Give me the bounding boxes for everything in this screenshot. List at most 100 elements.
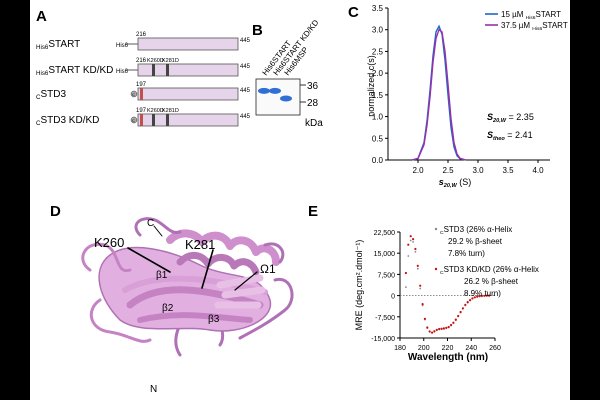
domain-bar bbox=[137, 87, 239, 101]
legend-entry-1-line1: CSTD3 KD/KD (26% α-Helix bbox=[440, 265, 539, 276]
x-tick-label: 220 bbox=[442, 345, 454, 352]
data-point bbox=[404, 271, 407, 275]
x-axis-label: Wavelength (nm) bbox=[408, 352, 488, 363]
annotation-stheo: Stheo = 2.41 bbox=[487, 130, 533, 142]
legend-marker-1 bbox=[434, 267, 438, 271]
legend-entry-0-line2: 29.2 % β-sheet bbox=[448, 237, 503, 246]
c-tag-label-2: C bbox=[132, 92, 135, 97]
data-point bbox=[442, 327, 445, 330]
c-tag-marker bbox=[130, 90, 138, 98]
y-tick-label: 15,000 bbox=[374, 251, 396, 258]
label-beta3: β3 bbox=[208, 314, 220, 325]
data-point bbox=[452, 321, 455, 324]
data-point bbox=[419, 284, 422, 287]
row-label-0: His6START bbox=[36, 39, 80, 51]
data-point bbox=[445, 326, 448, 329]
data-point bbox=[438, 327, 441, 331]
data-point bbox=[478, 295, 481, 298]
label-beta2: β2 bbox=[162, 303, 174, 314]
figure: A B C D E His6START His6 216 445 His6START K… bbox=[30, 0, 570, 400]
legend-entry-0-line3: 7.8% turn) bbox=[448, 249, 485, 258]
his-tag-label-0: His6 bbox=[116, 43, 129, 49]
domain-bar bbox=[137, 37, 239, 51]
label-k260: K260 bbox=[94, 235, 124, 250]
panel-d-structure: C N K260 K281 β1 β2 β3 Ω1 bbox=[81, 217, 294, 395]
c-tag-label-3: C bbox=[132, 118, 135, 123]
mutation-label-2-3: K281D bbox=[162, 108, 179, 114]
panel-label-c: C bbox=[348, 4, 359, 21]
data-point bbox=[428, 330, 431, 333]
gel-image bbox=[255, 78, 301, 116]
panel-c-chart: 0.0 0.5 1.0 1.5 2.0 2.5 3.0 3.5 2.0 2.5 3.0 3.5 4.0 n… bbox=[366, 4, 568, 189]
data-point bbox=[473, 296, 476, 299]
domain-bar bbox=[137, 63, 239, 77]
panel-label-b: B bbox=[252, 22, 263, 39]
data-point bbox=[447, 325, 450, 329]
gel-band-1 bbox=[269, 87, 281, 94]
x-tick-label: 180 bbox=[394, 345, 406, 352]
panel-label-e: E bbox=[308, 203, 319, 220]
y-tick-label: 7,500 bbox=[377, 272, 395, 279]
y-axis-label: normalized c(s) bbox=[366, 55, 376, 117]
x-tick-label: 3.5 bbox=[502, 166, 514, 175]
x-tick-label: 260 bbox=[489, 345, 501, 352]
legend-entry-1: 37.5 µM His6START bbox=[501, 21, 568, 32]
x-tick-label: 2.5 bbox=[442, 166, 454, 175]
panel-e-chart: -15,000 -7,500 0 7,500 15,000 22,500 180 200 220… bbox=[354, 225, 539, 363]
mutation-mark bbox=[152, 64, 155, 76]
data-point bbox=[457, 314, 460, 318]
y-tick-label: -15,000 bbox=[371, 336, 395, 343]
row-label-3: CSTD3 KD/KD bbox=[36, 115, 99, 127]
y-tick-label: 22,500 bbox=[374, 230, 396, 237]
label-c-terminus: C bbox=[147, 218, 154, 229]
x-axis-label: s20,W (S) bbox=[439, 177, 472, 189]
end-residue-0: 445 bbox=[240, 38, 251, 44]
legend-entry-1-line2: 26.2 % β-sheet bbox=[464, 277, 519, 286]
data-point bbox=[416, 264, 419, 267]
y-tick-label: 0.5 bbox=[372, 134, 384, 143]
data-point bbox=[412, 241, 414, 243]
data-point bbox=[488, 294, 491, 297]
c-tag-marker bbox=[130, 116, 138, 124]
y-axis-label: MRE (deg.cm².dmol⁻¹) bbox=[354, 240, 364, 331]
domain-mark-red bbox=[140, 88, 143, 100]
annotation-s20w: S20,W = 2.35 bbox=[487, 112, 534, 124]
end-residue-2: 445 bbox=[240, 88, 251, 94]
mutation-label-2-1: K281D bbox=[162, 58, 179, 64]
start-residue-0: 216 bbox=[136, 32, 147, 38]
data-point bbox=[459, 310, 462, 314]
legend-entry-0: 15 µM His6START bbox=[501, 10, 561, 21]
y-tick-label: 1.0 bbox=[372, 113, 384, 122]
data-point bbox=[476, 295, 479, 298]
data-point bbox=[469, 299, 472, 302]
data-point bbox=[464, 303, 467, 306]
data-point bbox=[440, 327, 443, 330]
data-point bbox=[466, 301, 469, 304]
data-point bbox=[471, 297, 474, 300]
data-point bbox=[409, 235, 412, 238]
label-n-terminus: N bbox=[150, 384, 157, 395]
start-residue-2: 197 bbox=[136, 82, 147, 88]
end-residue-3: 445 bbox=[240, 114, 251, 120]
domain-bar bbox=[137, 113, 239, 127]
data-point bbox=[407, 243, 410, 246]
panel-label-a: A bbox=[36, 8, 47, 25]
gel-band-2 bbox=[280, 95, 292, 102]
data-point bbox=[450, 323, 453, 327]
y-tick-label: 0.0 bbox=[372, 156, 384, 165]
row-label-1: His6START KD/KD bbox=[36, 65, 113, 77]
row-label-2: CSTD3 bbox=[36, 89, 66, 101]
mutation-mark bbox=[166, 114, 169, 126]
series-line-1 bbox=[411, 28, 467, 161]
panel-label-d: D bbox=[50, 203, 61, 220]
start-residue-3: 197 bbox=[136, 108, 147, 114]
marker-label-1: 28 bbox=[307, 98, 319, 109]
mutation-label-1-1: K260D bbox=[147, 58, 164, 64]
gel-band-0 bbox=[258, 87, 270, 94]
data-point bbox=[480, 294, 483, 297]
y-tick-label: 2.0 bbox=[372, 69, 384, 78]
legend-entry-1-line3: 8.9% turn) bbox=[464, 289, 501, 298]
label-omega1: Ω1 bbox=[260, 262, 276, 276]
